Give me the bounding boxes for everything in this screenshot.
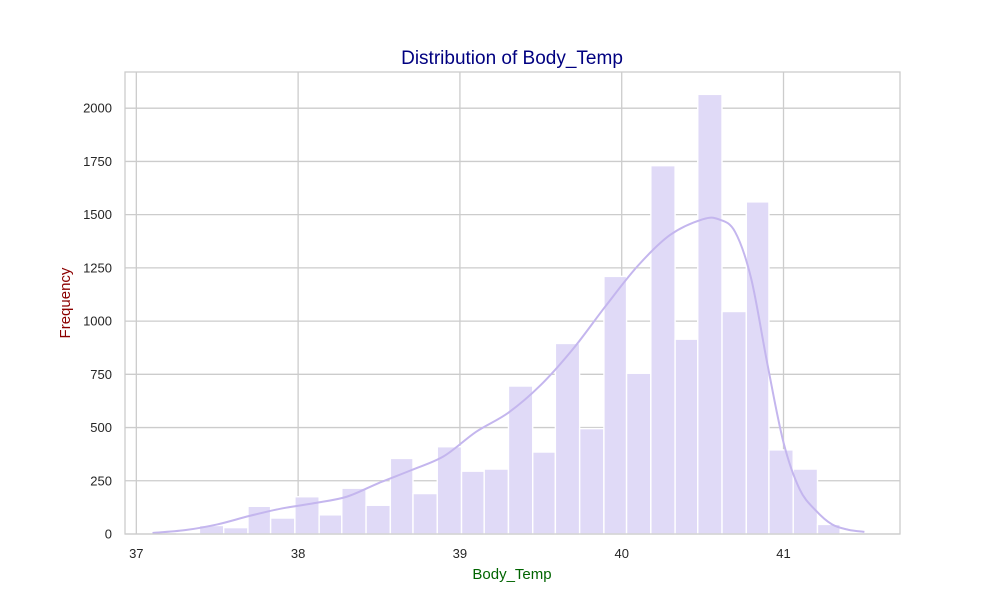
- x-tick-labels: 37 38 39 40 41: [129, 546, 791, 561]
- y-tick-label: 0: [105, 527, 112, 542]
- x-tick-label: 40: [614, 546, 628, 561]
- histogram-bar: [269, 517, 296, 535]
- x-tick-label: 41: [776, 546, 790, 561]
- y-tick-label: 2000: [83, 101, 112, 116]
- histogram-bar: [721, 310, 747, 535]
- y-tick-label: 750: [90, 367, 112, 382]
- y-tick-label: 250: [90, 473, 112, 488]
- histogram-bar: [389, 457, 414, 535]
- histogram-bar: [532, 451, 557, 535]
- kde-curve-layer: [152, 216, 865, 534]
- y-axis-label: Frequency: [57, 267, 74, 338]
- histogram-bar: [365, 504, 392, 535]
- histogram-bar: [745, 201, 770, 535]
- histogram-bar: [507, 385, 534, 535]
- histogram-bar: [412, 492, 438, 535]
- histogram-bar: [247, 505, 272, 535]
- histogram-bar: [222, 526, 249, 535]
- kde-curve: [152, 216, 865, 534]
- x-tick-label: 39: [453, 546, 467, 561]
- histogram-bar: [318, 514, 343, 535]
- histogram-bar: [554, 342, 581, 535]
- histogram-bar: [578, 427, 605, 535]
- y-tick-label: 1000: [83, 314, 112, 329]
- histogram-bar: [697, 93, 723, 535]
- x-tick-label: 38: [291, 546, 305, 561]
- y-tick-label: 1250: [83, 260, 112, 275]
- histogram-bars: [176, 93, 841, 535]
- histogram-bar: [460, 470, 485, 535]
- histogram-bar: [650, 164, 676, 535]
- histogram-bar: [483, 468, 510, 535]
- histogram-bar: [436, 446, 463, 535]
- x-axis-label: Body_Temp: [472, 566, 551, 583]
- plot-frame: [124, 71, 901, 535]
- histogram-bar: [625, 372, 652, 535]
- x-tick-label: 37: [129, 546, 143, 561]
- y-tick-label: 1500: [83, 207, 112, 222]
- y-tick-labels: 0 250 500 750 1000 1250 1500 1750 2000: [83, 101, 112, 542]
- histogram-bar: [603, 275, 628, 535]
- histogram-bar: [792, 468, 819, 535]
- y-tick-label: 500: [90, 420, 112, 435]
- chart-title: Distribution of Body_Temp: [401, 48, 623, 69]
- histogram-bar: [674, 338, 699, 535]
- y-tick-label: 1750: [83, 154, 112, 169]
